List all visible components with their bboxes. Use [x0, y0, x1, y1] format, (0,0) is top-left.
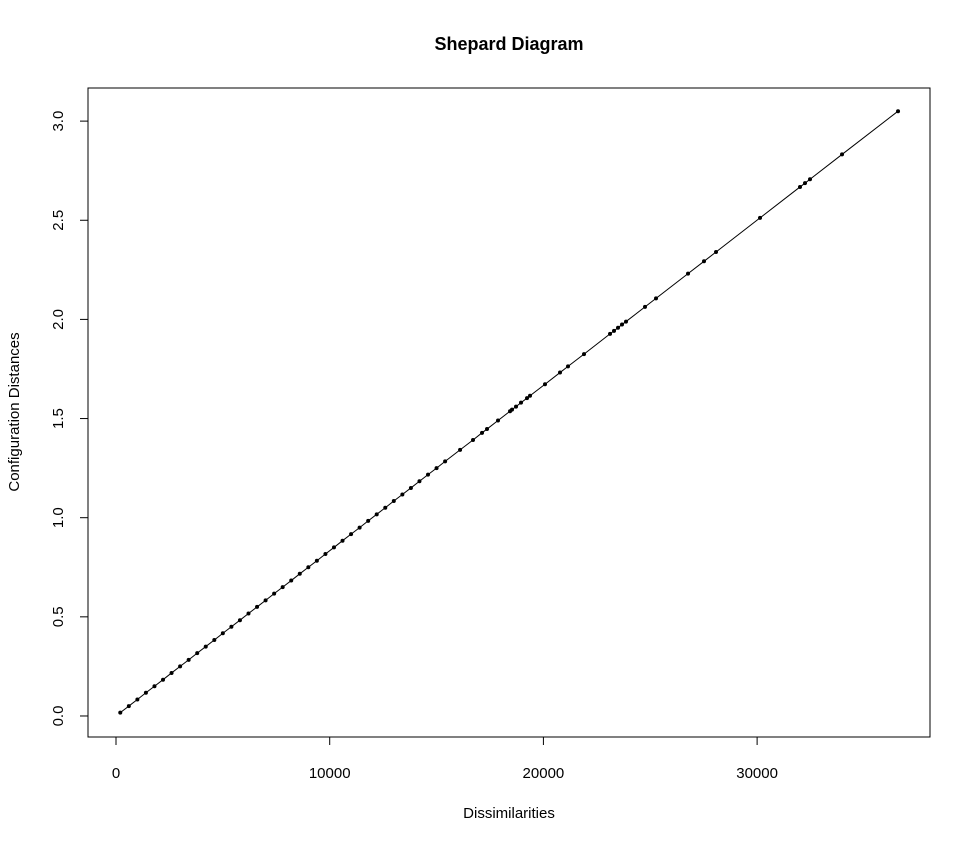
- y-tick-label: 0.5: [50, 606, 67, 627]
- point: [229, 624, 234, 629]
- point: [374, 512, 379, 517]
- point: [340, 538, 345, 543]
- point: [612, 328, 617, 333]
- x-axis-title: Dissimilarities: [463, 805, 555, 822]
- y-tick-label: 1.5: [50, 408, 67, 429]
- point: [280, 585, 285, 590]
- point: [608, 331, 613, 336]
- point: [255, 604, 260, 609]
- point: [161, 677, 166, 682]
- point: [485, 427, 490, 432]
- point: [143, 690, 148, 695]
- point: [471, 437, 476, 442]
- point: [169, 670, 174, 675]
- y-tick-label: 2.0: [50, 309, 67, 330]
- point: [808, 177, 813, 182]
- point: [714, 249, 719, 254]
- point: [383, 505, 388, 510]
- point: [514, 404, 519, 409]
- point: [434, 466, 439, 471]
- y-tick-label: 1.0: [50, 507, 67, 528]
- point: [480, 430, 485, 435]
- point: [237, 618, 242, 623]
- y-axis-title: Configuration Distances: [6, 332, 23, 491]
- point: [272, 591, 277, 596]
- point: [246, 611, 251, 616]
- point: [654, 296, 659, 301]
- point: [186, 657, 191, 662]
- point: [306, 565, 311, 570]
- x-tick-label: 0: [112, 765, 120, 782]
- point: [212, 638, 217, 643]
- point: [758, 215, 763, 220]
- point: [263, 598, 268, 603]
- y-tick-label: 2.5: [50, 210, 67, 231]
- x-tick-label: 20000: [523, 765, 565, 782]
- point: [126, 704, 131, 709]
- point: [357, 525, 362, 530]
- point: [349, 532, 354, 537]
- point: [417, 479, 422, 484]
- point: [798, 184, 803, 189]
- point: [331, 545, 336, 550]
- point: [391, 499, 396, 504]
- point: [135, 697, 140, 702]
- y-tick-label: 0.0: [50, 706, 67, 727]
- point: [443, 459, 448, 464]
- point: [686, 271, 691, 276]
- point: [624, 319, 629, 324]
- point: [840, 152, 845, 157]
- point: [426, 472, 431, 477]
- point: [152, 684, 157, 689]
- point: [323, 551, 328, 556]
- point: [118, 710, 123, 715]
- point: [702, 259, 707, 264]
- point: [220, 631, 225, 636]
- point: [400, 492, 405, 497]
- point: [528, 393, 533, 398]
- chart-title: Shepard Diagram: [434, 34, 583, 54]
- x-tick-label: 30000: [736, 765, 778, 782]
- point: [496, 418, 501, 423]
- point: [803, 181, 808, 186]
- point: [458, 447, 463, 452]
- point: [643, 304, 648, 309]
- point: [297, 571, 302, 576]
- y-tick-label: 3.0: [50, 111, 67, 132]
- point: [314, 558, 319, 563]
- plot-frame: [87, 87, 931, 738]
- point: [203, 644, 208, 649]
- fit-line: [119, 110, 899, 714]
- point: [525, 396, 530, 401]
- point: [896, 109, 901, 114]
- point: [408, 485, 413, 490]
- point: [195, 651, 200, 656]
- point: [582, 352, 587, 357]
- point: [543, 382, 548, 387]
- point: [178, 664, 183, 669]
- point: [558, 370, 563, 375]
- point: [566, 364, 571, 369]
- point: [620, 322, 625, 327]
- point: [366, 518, 371, 523]
- point: [510, 407, 515, 412]
- x-tick-label: 10000: [309, 765, 351, 782]
- point: [519, 400, 524, 405]
- point: [616, 325, 621, 330]
- point: [289, 578, 294, 583]
